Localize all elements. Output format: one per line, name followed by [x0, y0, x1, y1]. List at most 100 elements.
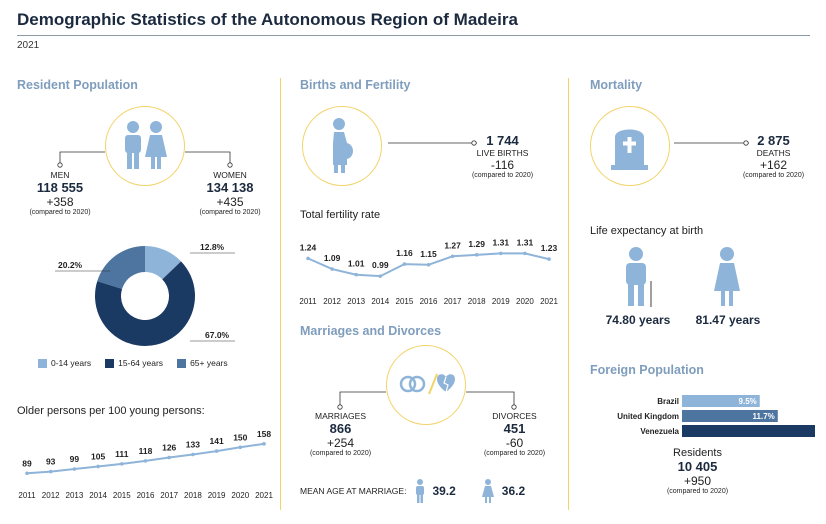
births-label: LIVE BIRTHS: [476, 148, 529, 158]
mean-age-label: MEAN AGE AT MARRIAGE:: [300, 486, 407, 496]
data-point: [306, 256, 310, 261]
donut-slice-15-64-years: [95, 261, 195, 346]
legend-item-15-64: 15-64 years: [105, 358, 163, 368]
residents-value: 10 405: [677, 459, 718, 474]
x-tick-label: 2014: [89, 491, 107, 500]
x-tick-label: 2019: [492, 297, 510, 306]
data-label: 1.31: [517, 237, 534, 247]
data-point: [474, 253, 479, 257]
data-point: [96, 464, 100, 469]
divorces-block: DIVORCES 451 -60 (compared to 2020): [472, 411, 557, 457]
men-value: 118 555: [36, 180, 84, 195]
births-delta: -116: [490, 158, 515, 172]
residents-delta: +950: [683, 474, 712, 488]
tombstone-icon: [611, 129, 648, 170]
marriages-note: (compared to 2020): [309, 450, 372, 457]
data-label: 133: [186, 440, 200, 450]
data-point: [238, 445, 243, 450]
data-label: 141: [210, 436, 224, 446]
donut-label: 12.8%: [200, 242, 225, 252]
legend-item-65plus: 65+ years: [177, 358, 228, 368]
data-point: [214, 449, 219, 453]
legend-label: 0-14 years: [51, 358, 92, 368]
women-age-value: 36.2: [501, 484, 526, 498]
births-title: Births and Fertility: [300, 78, 411, 92]
births-note: (compared to 2020): [471, 172, 534, 179]
page-title: Demographic Statistics of the Autonomous…: [17, 10, 518, 29]
births-block: 1 744 LIVE BIRTHS -116 (compared to 2020…: [465, 133, 540, 179]
data-label: 1.31: [493, 237, 510, 247]
x-tick-label: 2013: [66, 491, 84, 500]
data-label: 105: [91, 451, 105, 461]
data-label: 150: [233, 432, 247, 442]
data-label: 111: [115, 449, 129, 459]
x-tick-label: 2011: [299, 297, 317, 306]
bar-value-label: 11.7%: [753, 412, 775, 421]
deaths-note: (compared to 2020): [742, 172, 805, 179]
elderly-woman-icon: [714, 247, 740, 306]
donut-slice-65-years: [97, 246, 145, 289]
man-icon: [416, 479, 425, 503]
x-tick-label: 2016: [137, 491, 155, 500]
donut-label: 67.0%: [205, 330, 230, 340]
women-label: WOMEN: [213, 170, 247, 180]
x-tick-label: 2018: [468, 297, 486, 306]
x-tick-label: 2017: [160, 491, 178, 500]
elderly-man-icon: [626, 247, 652, 307]
data-point: [426, 262, 431, 267]
man-woman-icon: [125, 121, 167, 169]
x-tick-label: 2012: [42, 491, 60, 500]
foreign-title: Foreign Population: [590, 363, 704, 377]
women-note: (compared to 2020): [199, 209, 261, 216]
bar-category-label: Venezuela: [640, 427, 679, 436]
men-age-value: 39.2: [432, 484, 456, 498]
divorces-note: (compared to 2020): [483, 450, 546, 457]
births-icon-circle: [302, 106, 382, 186]
legend-swatch: [105, 358, 115, 368]
births-connector: [388, 140, 477, 146]
data-point: [167, 455, 171, 460]
marriages-value: 866: [329, 421, 352, 436]
data-label: 1.24: [300, 242, 317, 252]
data-label: 118: [139, 446, 153, 456]
fertility-chart: 1.24 2011 1.09 2012 1.01 2013 0.99 2014 1.16 2015…: [299, 237, 558, 306]
deaths-delta: +162: [759, 158, 788, 172]
donut-label: 20.2%: [58, 260, 83, 270]
bar-united-kingdom: [682, 410, 778, 422]
legend-swatch: [38, 358, 47, 368]
legend-item-0-14: 0-14 years: [38, 358, 91, 368]
data-point: [354, 272, 358, 277]
fertility-title: Total fertility rate: [300, 209, 381, 221]
older-persons-chart: 89 2011 93 2012 99 2013 105 2014 111 2015 118 2016 1…: [18, 429, 273, 500]
births-value: 1 744: [486, 133, 519, 148]
data-label: 1.09: [324, 253, 341, 263]
x-tick-label: 2014: [371, 297, 389, 306]
mortality-icon-circle: [590, 106, 670, 186]
data-label: 89: [22, 458, 32, 468]
women-life-expectancy: 81.47 years: [695, 313, 761, 327]
data-point: [120, 462, 124, 466]
data-label: 1.29: [468, 239, 485, 249]
column-divider-2: [568, 78, 569, 510]
donut-slice-0-14-years: [145, 246, 182, 280]
rings-broken-heart-icon: [399, 373, 455, 395]
divorces-label: DIVORCES: [492, 411, 537, 421]
data-point: [25, 471, 29, 476]
data-point: [547, 257, 551, 261]
marriages-delta: +254: [326, 436, 355, 450]
data-label: 1.23: [541, 243, 558, 253]
resident-population-title: Resident Population: [17, 78, 138, 92]
men-note: (compared to 2020): [29, 209, 91, 216]
women-block: WOMEN 134 138 +435 (compared to 2020): [185, 170, 275, 216]
data-label: 1.27: [444, 240, 461, 250]
x-tick-label: 2015: [113, 491, 131, 500]
data-point: [330, 267, 334, 271]
divorces-delta: -60: [505, 436, 524, 450]
x-tick-label: 2011: [18, 491, 36, 500]
header-divider: [17, 35, 810, 36]
marriages-connectors: [337, 391, 517, 410]
x-tick-label: 2013: [347, 297, 365, 306]
bar-value-label: 9.5%: [739, 397, 757, 406]
resident-connectors: [57, 151, 233, 168]
column-divider-1: [280, 78, 281, 510]
